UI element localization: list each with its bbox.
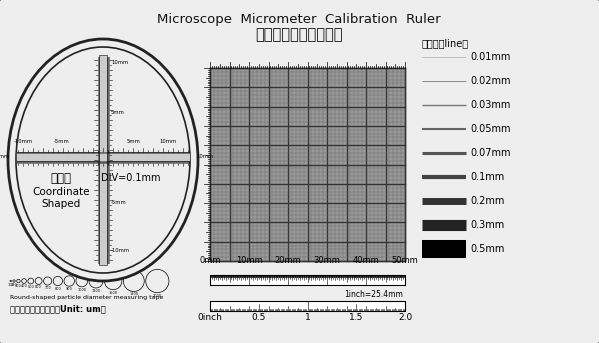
Text: 线宽度（line）: 线宽度（line）: [422, 38, 469, 48]
Text: 1200: 1200: [92, 289, 101, 293]
Text: 1: 1: [305, 313, 310, 322]
Text: 10mm: 10mm: [0, 154, 10, 159]
Bar: [99, 55, 107, 265]
Text: Coordinate: Coordinate: [32, 187, 90, 197]
Text: 1.5: 1.5: [349, 313, 364, 322]
Text: 5mm: 5mm: [127, 139, 141, 144]
Text: 10mm: 10mm: [196, 154, 213, 159]
Text: -10mm: -10mm: [111, 248, 130, 252]
Text: Round-shaped particle diameter measuring tape: Round-shaped particle diameter measuring…: [10, 296, 164, 300]
Bar: [210, 275, 405, 285]
Text: -5mm: -5mm: [111, 201, 127, 205]
Text: -10mm: -10mm: [13, 139, 32, 144]
Text: 1000: 1000: [77, 288, 86, 292]
Text: 2.0: 2.0: [398, 313, 412, 322]
Text: 10mm: 10mm: [235, 256, 262, 265]
Bar: [210, 301, 405, 311]
Text: 800: 800: [55, 287, 61, 291]
Text: 5mm: 5mm: [111, 109, 125, 115]
Text: 0.3mm: 0.3mm: [470, 220, 504, 230]
Text: 20mm: 20mm: [274, 256, 301, 265]
Text: 2000: 2000: [153, 294, 162, 298]
Text: 圆型颠粒直径测量尺（Unit: um）: 圆型颠粒直径测量尺（Unit: um）: [10, 305, 106, 314]
Bar: [210, 68, 405, 261]
Text: 600: 600: [35, 285, 42, 289]
Text: 900: 900: [66, 287, 72, 291]
Text: 0.03mm: 0.03mm: [470, 100, 510, 110]
Text: 坐标型: 坐标型: [50, 172, 71, 185]
Text: -5mm: -5mm: [54, 139, 70, 144]
Text: 0.07mm: 0.07mm: [470, 148, 510, 158]
Text: 10mm: 10mm: [159, 139, 177, 144]
Text: 400: 400: [20, 284, 28, 288]
Text: 0.1mm: 0.1mm: [470, 172, 504, 182]
Text: 0.02mm: 0.02mm: [470, 76, 510, 86]
Text: 显微镜专用测微校正尺: 显微镜专用测微校正尺: [255, 27, 343, 43]
Bar: [16, 152, 190, 161]
Text: 0mm: 0mm: [199, 256, 221, 265]
Text: 0.5mm: 0.5mm: [470, 244, 504, 254]
Text: 1500: 1500: [108, 291, 117, 295]
Text: 0.2mm: 0.2mm: [470, 196, 504, 206]
Text: Shaped: Shaped: [41, 199, 81, 209]
Text: 0.05mm: 0.05mm: [470, 124, 510, 134]
Ellipse shape: [16, 47, 190, 273]
Text: 200: 200: [11, 283, 17, 287]
Text: 300: 300: [15, 284, 22, 288]
Text: 10mm: 10mm: [111, 60, 128, 66]
Text: 30mm: 30mm: [313, 256, 340, 265]
Text: 100: 100: [7, 283, 14, 287]
Text: 0inch: 0inch: [198, 313, 222, 322]
Text: 40mm: 40mm: [353, 256, 379, 265]
Text: Microscope  Micrometer  Calibration  Ruler: Microscope Micrometer Calibration Ruler: [157, 13, 441, 26]
Text: 0.5: 0.5: [252, 313, 266, 322]
Text: 500: 500: [28, 285, 34, 289]
Text: 1inch=25.4mm: 1inch=25.4mm: [344, 290, 403, 299]
Text: 50mm: 50mm: [392, 256, 418, 265]
Ellipse shape: [8, 39, 198, 281]
Text: 700: 700: [44, 286, 51, 290]
Text: 0.01mm: 0.01mm: [470, 52, 510, 62]
Text: DIV=0.1mm: DIV=0.1mm: [101, 173, 161, 183]
Text: 1800: 1800: [129, 293, 138, 296]
